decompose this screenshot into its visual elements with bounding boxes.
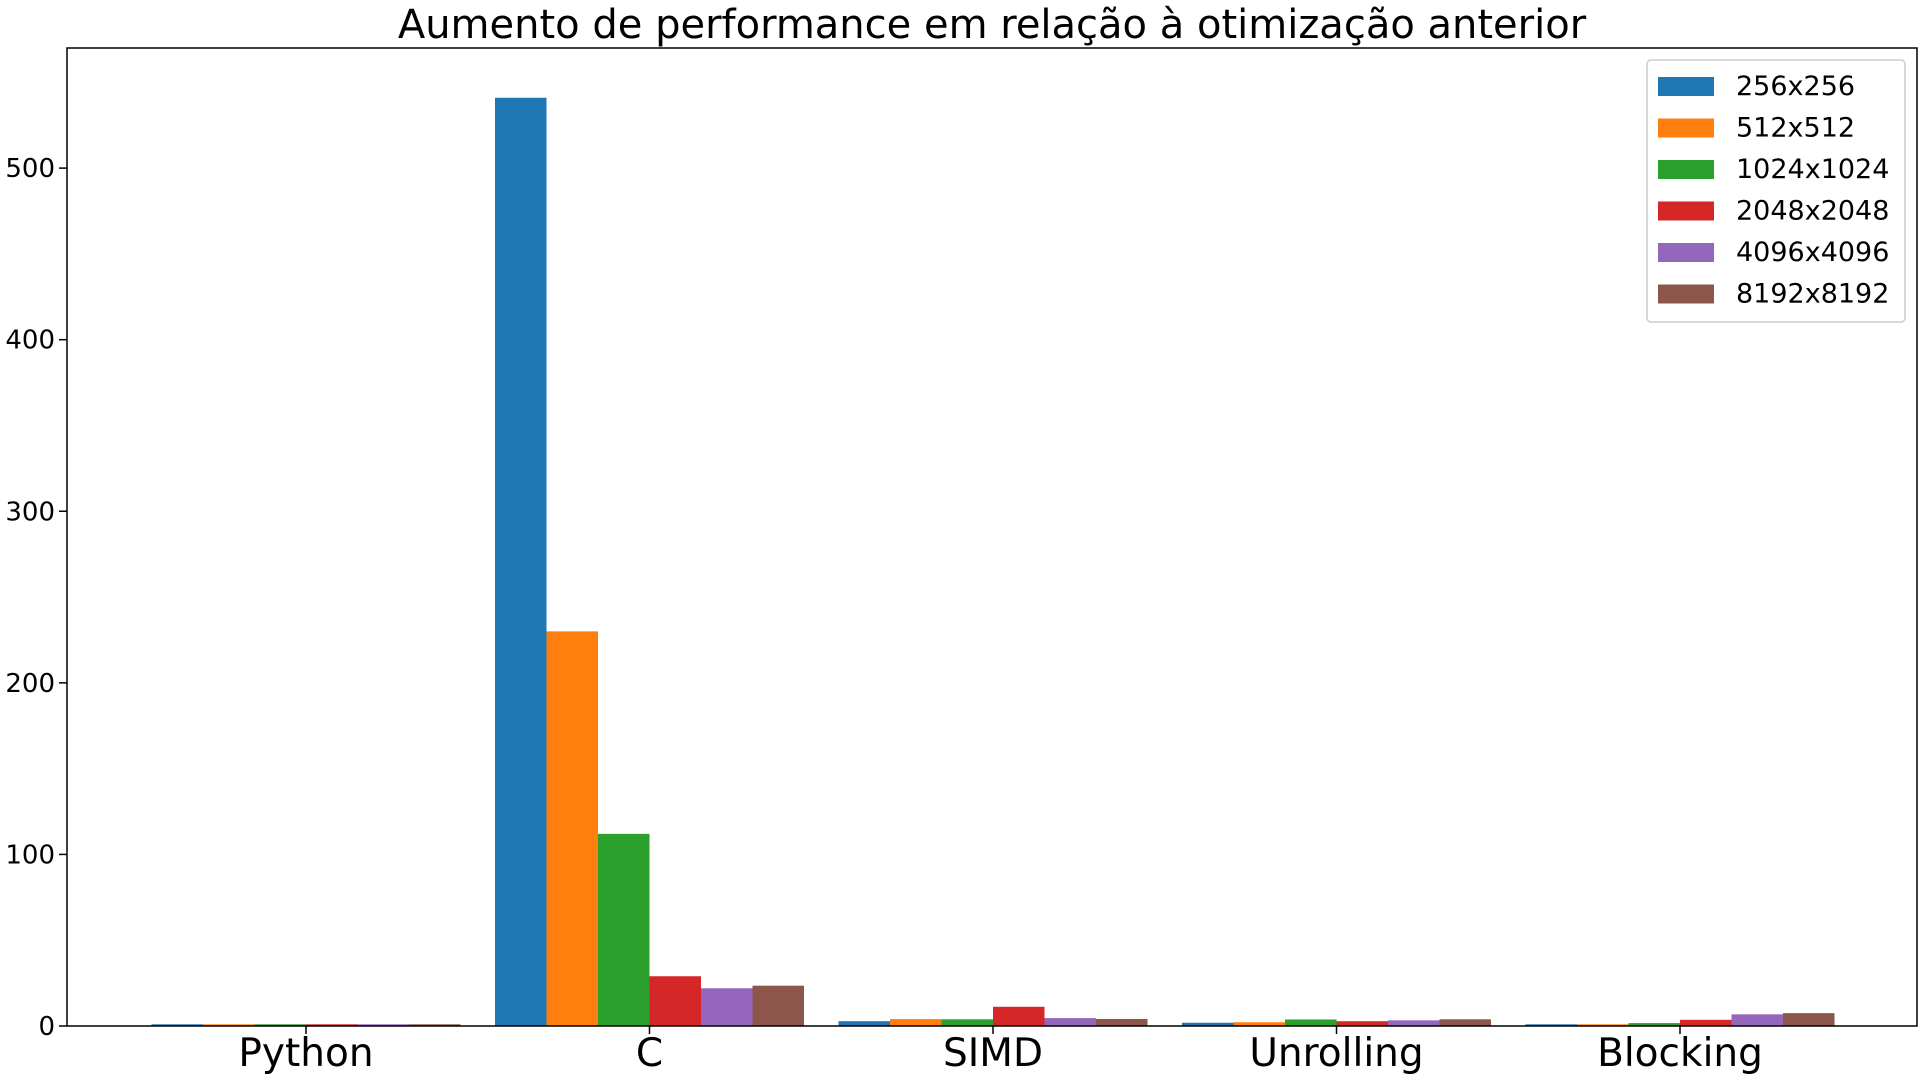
bar-512x512-simd xyxy=(890,1019,942,1026)
bar-4096x4096-blocking xyxy=(1731,1014,1783,1026)
x-tick-label: C xyxy=(636,1031,663,1076)
bar-4096x4096-simd xyxy=(1044,1018,1096,1026)
legend-swatch xyxy=(1658,77,1714,96)
legend-swatch xyxy=(1658,201,1714,221)
legend-label: 4096x4096 xyxy=(1736,237,1889,268)
legend-label: 1024x1024 xyxy=(1736,154,1889,185)
bar-2048x2048-c xyxy=(649,976,701,1026)
bar-4096x4096-python xyxy=(357,1024,409,1026)
bar-1024x1024-blocking xyxy=(1628,1023,1680,1026)
legend-swatch xyxy=(1658,118,1714,138)
bar-4096x4096-c xyxy=(701,988,753,1026)
legend-swatch xyxy=(1658,284,1714,304)
bar-2048x2048-python xyxy=(306,1024,358,1026)
bar-2048x2048-simd xyxy=(993,1006,1045,1026)
legend: 256x256 512x512 1024x1024 2048x2048 4096x409… xyxy=(1646,59,1906,323)
bar-8192x8192-simd xyxy=(1096,1018,1148,1026)
bar-256x256-simd xyxy=(838,1021,890,1026)
x-tick-label: Python xyxy=(238,1031,373,1076)
bar-8192x8192-blocking xyxy=(1783,1013,1835,1026)
y-tick-label: 100 xyxy=(5,840,55,870)
y-tick-label: 0 xyxy=(38,1012,55,1042)
y-tick-label: 300 xyxy=(5,497,55,527)
bar-256x256-blocking xyxy=(1525,1024,1577,1026)
legend-label: 256x256 xyxy=(1736,71,1855,102)
y-tick-label: 500 xyxy=(5,154,55,184)
bar-256x256-unrolling xyxy=(1182,1022,1234,1026)
bar-256x256-python xyxy=(151,1024,203,1026)
y-axis: 0 100 200 300 400 500 xyxy=(5,154,67,1042)
bar-1024x1024-unrolling xyxy=(1285,1019,1337,1026)
bar-2048x2048-blocking xyxy=(1680,1019,1732,1026)
bar-512x512-blocking xyxy=(1577,1024,1629,1026)
bar-512x512-python xyxy=(203,1024,255,1026)
x-tick-label: Blocking xyxy=(1597,1031,1763,1076)
legend-swatch xyxy=(1658,243,1714,262)
bar-256x256-c xyxy=(495,97,547,1027)
y-tick-label: 200 xyxy=(5,669,55,699)
chart-title: Aumento de performance em relação à otim… xyxy=(398,2,1587,48)
bar-1024x1024-simd xyxy=(941,1019,993,1026)
plot-area-frame xyxy=(66,47,1918,1027)
bar-1024x1024-python xyxy=(254,1024,306,1026)
legend-label: 8192x8192 xyxy=(1736,279,1889,310)
bar-8192x8192-unrolling xyxy=(1439,1019,1491,1026)
bars-layer xyxy=(151,97,1835,1027)
bar-512x512-c xyxy=(546,631,598,1026)
x-axis: Python C SIMD Unrolling Blocking xyxy=(238,1026,1763,1076)
y-tick-label: 400 xyxy=(5,326,55,356)
bar-8192x8192-c xyxy=(752,985,804,1026)
legend-label: 2048x2048 xyxy=(1736,196,1889,227)
legend-swatch xyxy=(1658,160,1714,179)
bar-4096x4096-unrolling xyxy=(1388,1020,1440,1026)
x-tick-label: SIMD xyxy=(943,1031,1043,1076)
bar-2048x2048-unrolling xyxy=(1336,1021,1388,1026)
legend-label: 512x512 xyxy=(1736,113,1855,144)
bar-1024x1024-c xyxy=(598,833,650,1026)
bar-8192x8192-python xyxy=(409,1024,461,1026)
x-tick-label: Unrolling xyxy=(1249,1031,1423,1076)
bar-512x512-unrolling xyxy=(1233,1022,1285,1026)
